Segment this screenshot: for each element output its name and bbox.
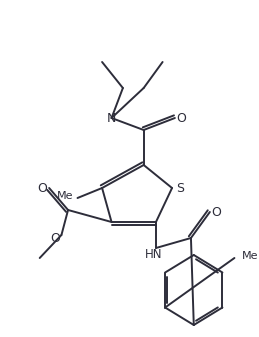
Text: Me: Me	[242, 251, 258, 261]
Text: Me: Me	[57, 191, 74, 201]
Text: N: N	[107, 112, 116, 124]
Text: O: O	[212, 206, 221, 218]
Text: O: O	[50, 232, 60, 245]
Text: O: O	[177, 112, 186, 124]
Text: HN: HN	[145, 247, 163, 261]
Text: O: O	[38, 182, 47, 194]
Text: S: S	[177, 182, 185, 194]
